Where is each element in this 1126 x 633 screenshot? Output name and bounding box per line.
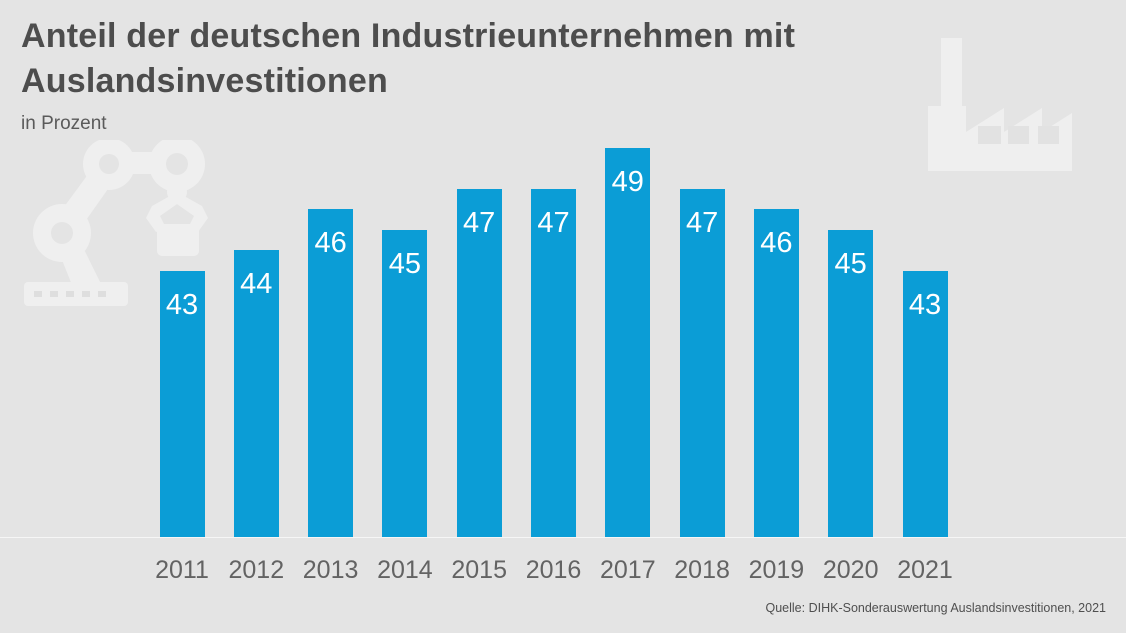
bar: 47: [456, 188, 502, 537]
x-axis-label: 2016: [525, 556, 582, 584]
bar: 46: [753, 209, 799, 537]
factory-icon: [928, 38, 1072, 171]
bar: 47: [531, 188, 576, 537]
bar-value-label: 49: [611, 165, 644, 198]
x-axis-label: 2017: [599, 556, 656, 584]
page-title: Anteil der deutschen Industrieunternehme…: [21, 17, 796, 101]
x-axis-label: 2011: [155, 556, 209, 584]
bar: 43: [159, 270, 205, 537]
bar: 45: [382, 229, 428, 537]
bar-value-label: 45: [834, 247, 867, 280]
bar-value-label: 46: [760, 227, 793, 259]
bar: 44: [233, 250, 279, 537]
bar: 46: [308, 209, 354, 537]
chart-unit-subtitle: in Prozent: [21, 113, 107, 135]
bar-value-label: 46: [314, 227, 347, 259]
source-note: Quelle: DIHK-Sonderauswertung Auslandsin…: [765, 601, 1107, 615]
chart-header: Anteil der deutschen Industrieunternehme…: [21, 14, 941, 135]
x-axis-label: 2018: [674, 556, 730, 584]
x-axis-label: 2015: [451, 556, 507, 584]
robot-arm-icon: [24, 140, 208, 306]
bar-value-label: 45: [388, 247, 422, 280]
bar: 45: [828, 229, 874, 537]
bar-value-label: 44: [240, 268, 273, 300]
x-axis-label: 2013: [302, 556, 359, 584]
bar-value-label: 47: [463, 206, 496, 239]
x-axis-label: 2019: [748, 556, 805, 584]
chart-baseline: [0, 537, 1126, 538]
bar: 49: [605, 147, 651, 537]
x-axis-label: 2012: [228, 556, 285, 584]
bar: 47: [679, 188, 725, 537]
bar: 43: [902, 270, 948, 537]
x-axis-label: 2020: [822, 556, 879, 584]
bar-value-label: 43: [165, 288, 199, 321]
bar-value-label: 47: [685, 206, 719, 239]
x-axis-label: 2021: [897, 556, 953, 584]
x-axis-label: 2014: [377, 556, 433, 584]
bar-value-label: 47: [537, 206, 570, 239]
bar-value-label: 43: [908, 288, 942, 321]
